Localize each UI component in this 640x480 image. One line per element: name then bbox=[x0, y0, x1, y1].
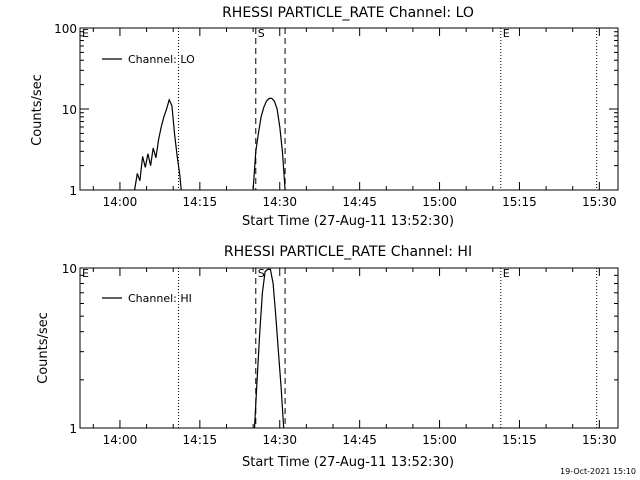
footer-timestamp: 19-Oct-2021 15:10 bbox=[560, 467, 636, 476]
x-tick-label: 14:45 bbox=[342, 433, 377, 447]
y-axis-label: Counts/sec bbox=[36, 312, 51, 384]
x-tick-label: 15:15 bbox=[502, 433, 537, 447]
marker-label: S bbox=[258, 27, 265, 40]
marker-label: E bbox=[503, 27, 510, 40]
x-tick-label: 15:30 bbox=[582, 433, 617, 447]
x-tick-label: 15:00 bbox=[422, 195, 457, 209]
y-tick-label: 1 bbox=[69, 184, 77, 198]
x-tick-label: 14:30 bbox=[262, 195, 297, 209]
y-tick-label: 1 bbox=[69, 422, 77, 436]
marker-label: E bbox=[82, 27, 89, 40]
x-tick-label: 15:15 bbox=[502, 195, 537, 209]
y-tick-label: 100 bbox=[54, 22, 77, 36]
legend-label: Channel: HI bbox=[128, 292, 192, 305]
x-tick-label: 15:30 bbox=[582, 195, 617, 209]
x-tick-label: 14:00 bbox=[103, 433, 138, 447]
y-tick-label: 10 bbox=[62, 262, 77, 276]
x-tick-label: 14:15 bbox=[183, 433, 218, 447]
data-series-line bbox=[253, 268, 285, 429]
chart-panel-lo: RHESSI PARTICLE_RATE Channel: LO Counts/… bbox=[30, 5, 619, 229]
x-tick-label: 14:30 bbox=[262, 433, 297, 447]
marker-label: E bbox=[503, 267, 510, 280]
x-tick-label: 15:00 bbox=[422, 433, 457, 447]
data-series-line bbox=[134, 98, 182, 191]
y-axis-label: Counts/sec bbox=[30, 74, 45, 146]
marker-label: S bbox=[258, 267, 265, 280]
plot-frame bbox=[79, 267, 619, 429]
chart-title: RHESSI PARTICLE_RATE Channel: LO bbox=[222, 5, 474, 21]
legend-label: Channel: LO bbox=[128, 53, 195, 66]
x-tick-label: 14:00 bbox=[103, 195, 138, 209]
chart-panel-hi: RHESSI PARTICLE_RATE Channel: HI Counts/… bbox=[36, 244, 619, 470]
x-axis-label: Start Time (27-Aug-11 13:52:30) bbox=[242, 214, 454, 229]
y-tick-label: 10 bbox=[62, 103, 77, 117]
x-axis-label: Start Time (27-Aug-11 13:52:30) bbox=[242, 455, 454, 470]
chart-title: RHESSI PARTICLE_RATE Channel: HI bbox=[224, 244, 472, 260]
x-tick-label: 14:45 bbox=[342, 195, 377, 209]
x-tick-label: 14:15 bbox=[183, 195, 218, 209]
data-series-line bbox=[252, 97, 286, 191]
marker-label: E bbox=[82, 267, 89, 280]
